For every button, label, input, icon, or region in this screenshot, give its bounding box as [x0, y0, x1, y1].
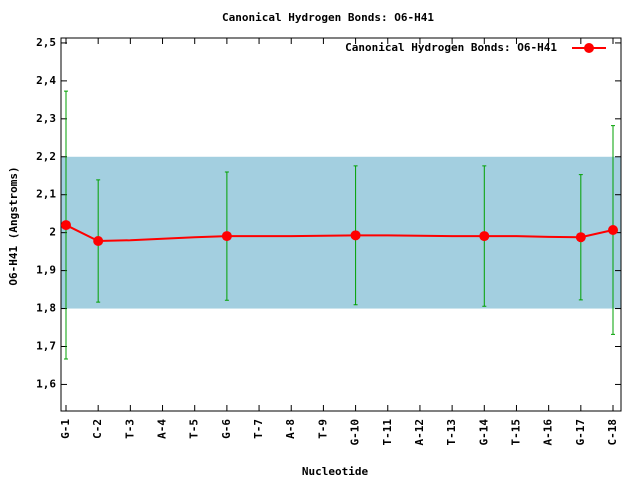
x-tick-label: C-2: [91, 419, 104, 439]
x-tick-label: C-18: [606, 419, 619, 446]
x-tick-label: T-9: [316, 419, 329, 439]
x-axis-label: Nucleotide: [302, 465, 369, 478]
data-point: [575, 232, 586, 243]
x-tick-label: A-12: [413, 419, 426, 446]
data-point: [608, 225, 618, 236]
data-point: [479, 231, 490, 242]
reference-band: [61, 156, 621, 309]
y-tick-label: 1,8: [36, 302, 56, 315]
x-tick-label: T-11: [381, 419, 394, 446]
x-tick-label: A-4: [156, 419, 169, 439]
y-tick-label: 1,6: [36, 377, 56, 390]
data-point: [93, 236, 104, 247]
legend-marker: [584, 43, 594, 53]
x-tick-label: G-6: [220, 419, 233, 439]
x-tick-label: A-16: [542, 419, 555, 446]
plot-frame: [60, 37, 622, 412]
chart-title: Canonical Hydrogen Bonds: O6-H41: [222, 11, 434, 24]
x-tick-label: T-13: [445, 419, 458, 446]
y-tick-label: 1,9: [36, 264, 56, 277]
y-tick-label: 2,3: [36, 112, 56, 125]
y-tick-label: 2,4: [36, 74, 56, 87]
y-tick-label: 2: [49, 226, 56, 239]
x-tick-label: T-5: [188, 419, 201, 439]
y-axis-label: O6-H41 (Angstroms): [7, 166, 20, 285]
x-tick-label: G-17: [574, 419, 587, 446]
x-tick-label: G-14: [477, 419, 490, 446]
y-tick-label: 2,2: [36, 150, 56, 163]
y-tick-label: 1,7: [36, 339, 56, 352]
y-tick-label: 2,5: [36, 36, 56, 49]
x-tick-label: G-1: [59, 419, 72, 439]
x-tick-label: T-3: [123, 419, 136, 439]
data-point: [61, 220, 71, 231]
legend-label: Canonical Hydrogen Bonds: O6-H41: [345, 41, 557, 54]
data-line: [65, 224, 614, 243]
y-tick-label: 2,1: [36, 188, 56, 201]
x-tick-label: T-7: [252, 419, 265, 439]
x-tick-label: G-10: [349, 419, 362, 446]
x-tick-label: A-8: [284, 419, 297, 439]
x-tick-label: T-15: [509, 419, 522, 446]
data-point: [350, 230, 361, 241]
data-point: [221, 231, 232, 242]
